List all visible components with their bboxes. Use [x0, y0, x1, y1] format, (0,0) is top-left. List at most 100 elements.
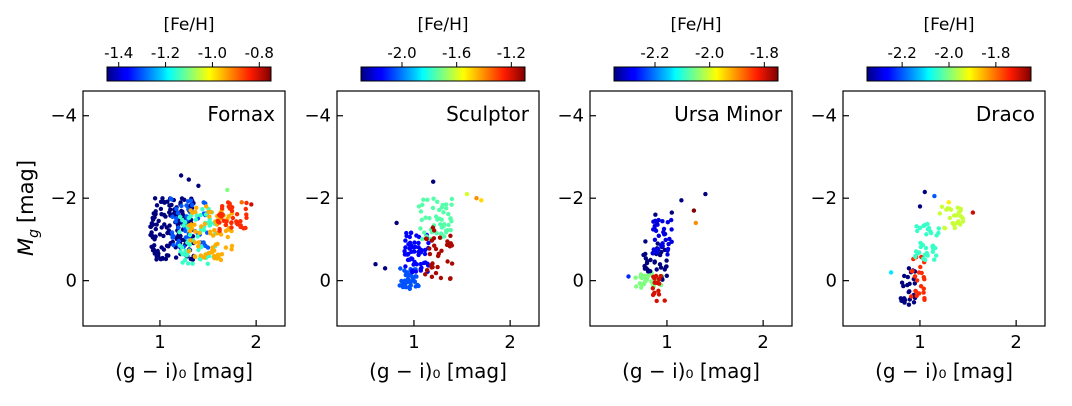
scatter-point: [180, 211, 185, 217]
colorbar-tick-label: -1.2: [497, 44, 526, 62]
scatter-point: [898, 296, 903, 301]
y-tick-label: −4: [810, 106, 837, 127]
scatter-point: [148, 224, 153, 229]
scatter-point: [214, 256, 220, 261]
scatter-point: [435, 264, 440, 270]
x-tick-label: 2: [757, 332, 768, 353]
scatter-point: [656, 292, 662, 297]
scatter-point: [667, 236, 672, 242]
scatter-point: [170, 214, 175, 219]
scatter-point: [198, 253, 203, 258]
scatter-point: [932, 193, 937, 199]
scatter-point: [425, 197, 430, 202]
colorbar-gradient: [866, 66, 1032, 82]
colorbar-tick-label: -1.4: [104, 44, 133, 62]
colorbar-tick-label: -1.6: [442, 44, 471, 62]
scatter-point: [928, 230, 934, 236]
scatter-point: [917, 204, 923, 209]
scatter-point: [915, 228, 920, 234]
scatter-point: [431, 236, 437, 241]
scatter-point: [433, 246, 439, 252]
scatter-point: [158, 257, 163, 262]
scatter-point: [150, 248, 156, 253]
scatter-point: [920, 242, 926, 248]
scatter-point: [190, 261, 195, 266]
colorbar-tick-label: -1.8: [981, 44, 1010, 62]
x-tick-label: 1: [914, 332, 925, 353]
scatter-point: [212, 228, 217, 233]
scatter-point: [198, 213, 203, 218]
scatter-point: [429, 265, 434, 270]
scatter-point: [641, 282, 647, 287]
scatter-points: [373, 179, 484, 291]
scatter-point: [693, 220, 698, 226]
scatter-point: [229, 225, 234, 230]
scatter-point: [153, 226, 158, 232]
scatter-point: [953, 221, 959, 226]
scatter-point: [655, 241, 660, 246]
y-tick-label: −4: [50, 106, 77, 127]
scatter-point: [926, 225, 932, 231]
scatter-point: [405, 278, 410, 283]
scatter-point: [913, 254, 918, 260]
scatter-point: [416, 249, 421, 255]
scatter-point: [479, 198, 484, 203]
colorbar-label: [Fe/H]: [923, 15, 974, 35]
scatter-point: [444, 202, 449, 207]
scatter-point: [921, 286, 926, 291]
scatter-point: [912, 281, 917, 286]
scatter-point: [164, 225, 169, 230]
scatter-point: [438, 222, 443, 227]
y-tick-label: −4: [557, 106, 584, 127]
scatter-point: [419, 217, 424, 223]
scatter-point: [423, 247, 428, 253]
scatter-point: [654, 298, 659, 304]
scatter-point: [173, 219, 179, 224]
scatter-point: [411, 262, 416, 267]
scatter-point: [916, 291, 922, 296]
scatter-point: [423, 260, 428, 265]
x-tick-label: 2: [250, 332, 261, 353]
scatter-point: [157, 232, 163, 237]
scatter-point: [642, 266, 648, 271]
scatter-point: [161, 247, 167, 252]
scatter-point: [430, 225, 436, 230]
scatter-point: [190, 202, 195, 208]
scatter-point: [165, 230, 170, 236]
scatter-point: [197, 230, 202, 236]
y-tick-label: 0: [66, 271, 77, 292]
scatter-point: [642, 273, 647, 279]
scatter-point: [176, 225, 181, 230]
scatter-point: [192, 240, 198, 245]
scatter-point: [909, 294, 914, 299]
scatter-point: [930, 249, 936, 254]
scatter-point: [661, 226, 667, 232]
scatter-point: [187, 242, 192, 247]
scatter-point: [152, 196, 158, 201]
scatter-point: [199, 244, 204, 250]
scatter-point: [906, 302, 912, 307]
scatter-point: [204, 204, 209, 209]
scatter-point: [177, 243, 182, 248]
plot-frame: [336, 90, 540, 327]
scatter-point: [424, 268, 430, 273]
plot-frame: [82, 90, 286, 327]
scatter-point: [163, 256, 169, 262]
scatter-point: [213, 242, 218, 247]
scatter-point: [652, 260, 657, 265]
scatter-point: [665, 252, 670, 257]
scatter-point: [413, 269, 419, 274]
scatter-point: [161, 233, 166, 239]
scatter-points: [148, 173, 254, 266]
scatter-point: [177, 214, 183, 219]
scatter-point: [420, 236, 425, 242]
scatter-point: [177, 229, 182, 235]
scatter-point: [180, 260, 185, 265]
scatter-point: [658, 265, 664, 270]
scatter-point: [408, 230, 414, 235]
scatter-point: [651, 274, 656, 279]
scatter-point: [906, 266, 912, 271]
scatter-point: [185, 199, 191, 204]
scatter-point: [449, 261, 455, 266]
scatter-point: [429, 274, 435, 279]
